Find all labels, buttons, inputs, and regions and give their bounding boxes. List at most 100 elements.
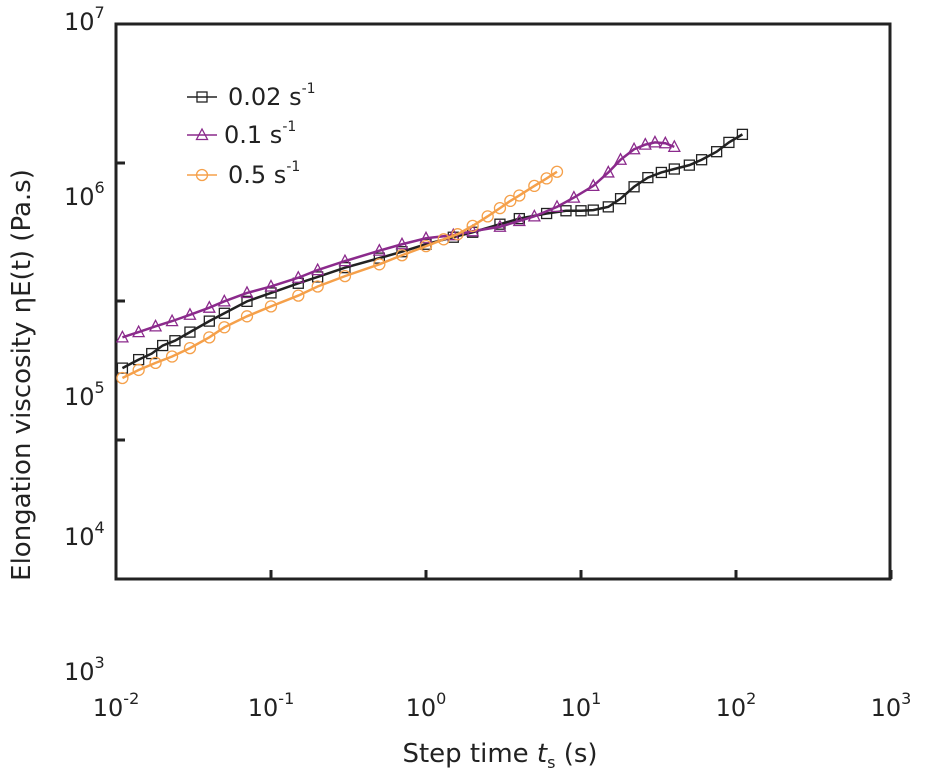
data-point [132,324,146,338]
data-point [586,178,600,192]
x-axis-title: Step time ts (s) [402,739,597,772]
data-point [683,159,695,171]
data-point [528,179,541,193]
legend-marker [196,91,208,103]
series-line [121,170,558,380]
series-layer [115,128,749,385]
data-point [165,313,179,327]
data-point [613,152,628,165]
data-point [395,249,409,262]
data-point [264,300,278,313]
data-point [240,310,254,323]
data-point [527,208,541,222]
data-point [602,201,614,213]
data-point [419,240,433,253]
x-tick-label: 10-1 [248,689,295,722]
data-point [217,293,231,307]
data-point [169,335,181,347]
data-point [241,295,253,307]
data-point [614,193,627,205]
data-point [419,230,433,244]
data-point [203,315,215,327]
data-point [115,329,129,343]
x-tick-label: 10-2 [93,689,140,722]
y-axis-ticks [116,22,125,442]
data-point [575,205,587,217]
data-point [648,135,662,148]
data-point [338,253,352,267]
data-point [437,233,450,246]
y-tick-label: 107 [64,3,105,36]
data-point [642,171,654,184]
data-point [513,189,526,202]
data-point [668,163,680,175]
data-point [291,270,305,283]
data-point [202,300,216,313]
y-tick-label: 104 [64,518,105,551]
x-tick-label: 101 [561,689,602,722]
data-point [658,135,672,149]
data-point [667,139,681,153]
data-point [373,258,386,271]
data-point [372,243,386,256]
data-point [550,165,564,178]
data-point [338,269,352,283]
legend-label: 0.1 s-1 [224,119,296,149]
y-axis-tick-labels: 107 106 105 104 103 [64,3,105,686]
data-point [184,326,196,338]
data-point [183,341,197,355]
data-point [157,339,169,352]
data-point [655,166,668,179]
series-line [122,141,675,339]
data-point [116,371,129,385]
legend-marker [195,168,209,182]
data-point [638,137,652,150]
data-point [339,261,351,274]
data-point [481,210,494,223]
x-tick-label: 100 [406,689,447,722]
data-point [587,204,599,216]
y-tick-label: 106 [64,178,105,211]
data-point [292,289,305,302]
legend: 0.02 s-1 0.1 s-1 0.5 s-1 [187,81,316,189]
data-point [451,228,464,241]
data-point [628,181,640,193]
legend-marker [195,127,209,141]
data-point [218,321,231,334]
data-point [218,307,230,319]
data-point [149,356,162,370]
data-point [493,201,507,215]
data-point [265,287,277,299]
x-tick-label: 102 [716,689,757,722]
data-point [540,172,553,185]
legend-label: 0.5 s-1 [228,159,300,189]
series-circle [116,165,564,385]
data-point [627,141,641,155]
legend-label: 0.02 s-1 [228,81,316,111]
data-point [264,279,278,292]
data-point [710,146,723,158]
data-point [132,363,145,377]
data-point [148,318,163,332]
data-point [723,136,735,149]
data-point [165,350,179,363]
data-point [312,271,324,283]
x-tick-label: 103 [871,689,912,722]
data-point [311,280,324,293]
data-point [504,194,517,208]
data-point [466,219,479,233]
data-point [601,165,615,178]
data-point [203,331,216,344]
data-point [736,128,749,141]
y-axis-title: Elongation viscosity ηE(t) (Pa.s) [7,169,37,581]
data-point [550,199,564,213]
data-point [567,190,581,203]
y-tick-label: 103 [64,653,105,686]
data-point [493,219,507,232]
data-point [311,262,325,276]
data-point [395,236,409,250]
data-point [695,154,708,166]
data-point [512,213,526,227]
x-axis-tick-labels: 10-2 10-1 100 101 102 103 [93,689,912,722]
